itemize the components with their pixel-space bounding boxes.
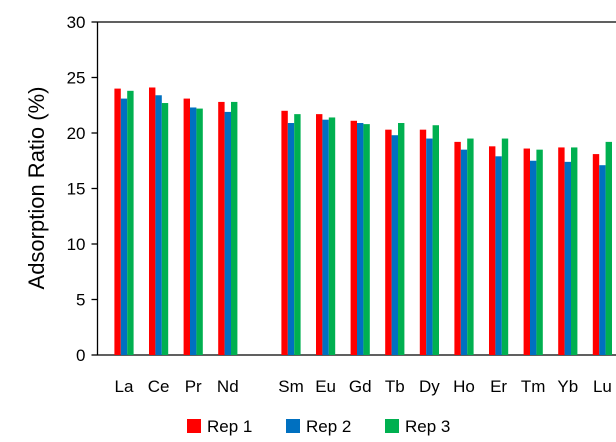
x-tick-label: Pr bbox=[185, 377, 202, 396]
bar-sm-series-2 bbox=[287, 123, 295, 355]
bar-pr-series-1 bbox=[183, 98, 190, 355]
bar-nd-series-1 bbox=[218, 101, 225, 355]
x-tick-label: Tm bbox=[521, 377, 546, 396]
bar-lu-series-3 bbox=[605, 141, 612, 355]
y-axis-title: Adsorption Ratio (%) bbox=[24, 87, 49, 290]
x-axis-tick-labels: La Ce Pr Nd Sm Eu Gd Tb Dy Ho Er Tm Yb Lu bbox=[115, 377, 612, 396]
legend-label: Rep 2 bbox=[306, 417, 351, 436]
y-axis-ticks: 0 5 10 15 20 25 30 bbox=[67, 13, 98, 365]
legend-swatch bbox=[385, 419, 399, 433]
bar-tm-series-2 bbox=[530, 160, 537, 355]
x-tick-label: Ho bbox=[453, 377, 475, 396]
bar-dy-series-3 bbox=[432, 125, 439, 355]
x-tick-label: Lu bbox=[593, 377, 612, 396]
y-tick-label: 15 bbox=[67, 180, 86, 199]
bar-tb-series-1 bbox=[385, 129, 392, 355]
bar-er-series-1 bbox=[489, 146, 496, 355]
bars bbox=[114, 87, 612, 356]
bar-la-series-1 bbox=[114, 88, 121, 355]
legend-swatch bbox=[187, 419, 201, 433]
bar-ce-series-2 bbox=[155, 95, 162, 355]
bar-eu-series-1 bbox=[316, 114, 323, 355]
legend-label: Rep 1 bbox=[207, 417, 252, 436]
bar-sm-series-3 bbox=[294, 114, 301, 355]
bar-tm-series-3 bbox=[536, 149, 543, 355]
bar-lu-series-2 bbox=[599, 165, 606, 355]
bar-nd-series-3 bbox=[231, 101, 238, 355]
y-tick-label: 25 bbox=[67, 69, 86, 88]
x-tick-label: Tb bbox=[385, 377, 405, 396]
bar-ce-series-1 bbox=[149, 87, 156, 356]
bar-yb-series-3 bbox=[571, 147, 578, 355]
y-tick-label: 5 bbox=[76, 291, 85, 310]
legend-swatch bbox=[286, 419, 300, 433]
x-tick-label: Er bbox=[490, 377, 507, 396]
x-tick-label: Ce bbox=[148, 377, 170, 396]
x-tick-label: Sm bbox=[278, 377, 304, 396]
y-tick-label: 20 bbox=[67, 124, 86, 143]
bar-yb-series-1 bbox=[558, 147, 565, 355]
bar-tb-series-3 bbox=[398, 123, 405, 355]
bar-la-series-2 bbox=[120, 98, 128, 355]
bar-gd-series-3 bbox=[363, 124, 370, 356]
bar-pr-series-3 bbox=[196, 108, 203, 355]
bar-gd-series-2 bbox=[357, 123, 364, 355]
bar-nd-series-2 bbox=[224, 111, 231, 355]
x-tick-label: Dy bbox=[419, 377, 440, 396]
bar-ho-series-1 bbox=[454, 141, 461, 355]
bar-tb-series-2 bbox=[391, 135, 398, 355]
bar-dy-series-1 bbox=[419, 129, 427, 355]
bar-lu-series-1 bbox=[592, 154, 600, 355]
bar-dy-series-2 bbox=[426, 138, 433, 355]
x-tick-label: Eu bbox=[315, 377, 336, 396]
bar-gd-series-1 bbox=[350, 120, 357, 355]
bar-ho-series-3 bbox=[467, 138, 474, 355]
x-tick-label: La bbox=[115, 377, 134, 396]
bar-pr-series-2 bbox=[190, 107, 197, 355]
bar-ho-series-2 bbox=[460, 149, 468, 355]
legend: Rep 1 Rep 2 Rep 3 bbox=[187, 417, 450, 436]
bar-la-series-3 bbox=[127, 90, 134, 355]
x-tick-label: Yb bbox=[557, 377, 578, 396]
x-tick-label: Gd bbox=[349, 377, 372, 396]
y-tick-label: 10 bbox=[67, 235, 86, 254]
bar-er-series-3 bbox=[501, 138, 509, 355]
bar-eu-series-3 bbox=[328, 117, 336, 356]
bar-yb-series-2 bbox=[564, 161, 571, 355]
bar-tm-series-1 bbox=[523, 148, 530, 355]
x-tick-label: Nd bbox=[217, 377, 239, 396]
bar-ce-series-3 bbox=[161, 103, 169, 355]
bar-eu-series-2 bbox=[322, 119, 329, 356]
bar-er-series-2 bbox=[495, 156, 502, 355]
y-tick-label: 0 bbox=[76, 346, 85, 365]
legend-label: Rep 3 bbox=[405, 417, 450, 436]
y-tick-label: 30 bbox=[67, 13, 86, 32]
bar-sm-series-1 bbox=[281, 110, 288, 355]
